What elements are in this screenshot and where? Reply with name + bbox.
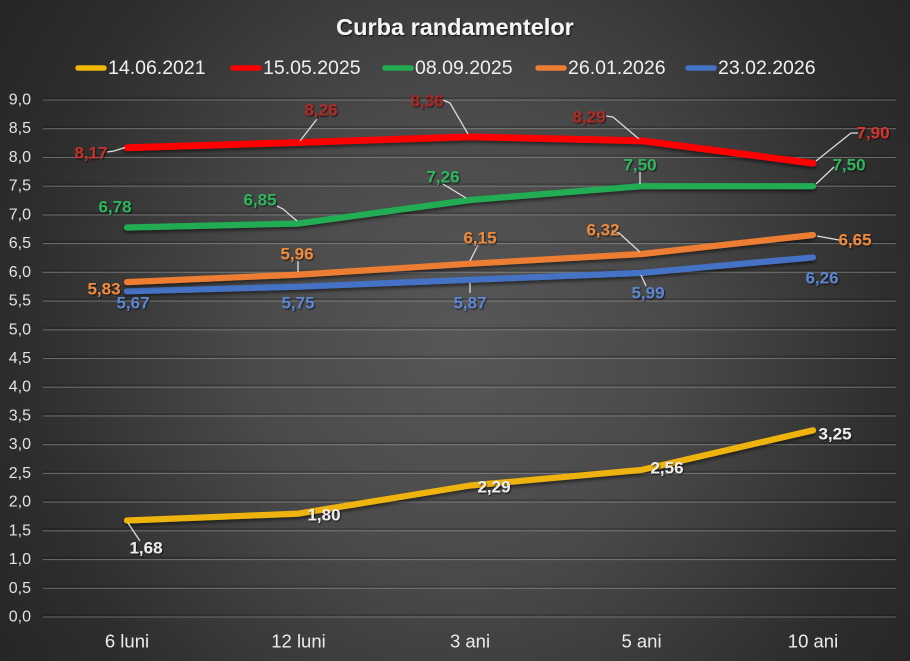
svg-text:5,67: 5,67 xyxy=(116,294,149,313)
svg-text:2,56: 2,56 xyxy=(650,459,683,478)
svg-text:7,26: 7,26 xyxy=(426,168,459,187)
svg-text:8,36: 8,36 xyxy=(410,92,443,111)
svg-text:1,0: 1,0 xyxy=(9,551,31,568)
svg-text:0,5: 0,5 xyxy=(9,580,31,597)
svg-text:8,0: 8,0 xyxy=(9,149,31,166)
svg-text:5,87: 5,87 xyxy=(453,294,486,313)
svg-text:2,5: 2,5 xyxy=(9,465,31,482)
svg-text:7,50: 7,50 xyxy=(832,156,865,175)
svg-text:6,65: 6,65 xyxy=(838,231,871,250)
svg-text:23.02.2026: 23.02.2026 xyxy=(718,57,816,79)
svg-text:7,50: 7,50 xyxy=(623,156,656,175)
svg-text:7,90: 7,90 xyxy=(856,124,889,143)
svg-text:5,96: 5,96 xyxy=(280,245,313,264)
svg-text:5,0: 5,0 xyxy=(9,321,31,338)
svg-text:5,75: 5,75 xyxy=(281,294,314,313)
svg-text:8,5: 8,5 xyxy=(9,120,31,137)
svg-text:5,83: 5,83 xyxy=(87,280,120,299)
svg-text:3,25: 3,25 xyxy=(818,425,851,444)
svg-text:3,0: 3,0 xyxy=(9,436,31,453)
svg-text:14.06.2021: 14.06.2021 xyxy=(108,57,206,79)
svg-text:6,32: 6,32 xyxy=(586,221,619,240)
svg-text:6,78: 6,78 xyxy=(98,198,131,217)
svg-text:08.09.2025: 08.09.2025 xyxy=(415,57,513,79)
svg-text:10 ani: 10 ani xyxy=(788,631,838,652)
svg-text:9,0: 9,0 xyxy=(9,92,31,109)
svg-text:3 ani: 3 ani xyxy=(450,631,490,652)
svg-text:6,85: 6,85 xyxy=(243,191,276,210)
svg-text:2,29: 2,29 xyxy=(477,478,510,497)
svg-text:6,0: 6,0 xyxy=(9,264,31,281)
svg-text:5,99: 5,99 xyxy=(631,284,664,303)
svg-text:1,68: 1,68 xyxy=(129,539,162,558)
svg-text:3,5: 3,5 xyxy=(9,407,31,424)
svg-text:15.05.2025: 15.05.2025 xyxy=(263,57,361,79)
svg-text:6,5: 6,5 xyxy=(9,235,31,252)
svg-text:6,15: 6,15 xyxy=(463,229,496,248)
svg-text:4,5: 4,5 xyxy=(9,350,31,367)
svg-text:0,0: 0,0 xyxy=(9,609,31,626)
svg-text:Curba randamentelor: Curba randamentelor xyxy=(336,14,574,40)
svg-text:4,0: 4,0 xyxy=(9,379,31,396)
svg-text:6,26: 6,26 xyxy=(805,269,838,288)
svg-text:7,0: 7,0 xyxy=(9,206,31,223)
svg-text:2,0: 2,0 xyxy=(9,494,31,511)
svg-text:12 luni: 12 luni xyxy=(271,631,326,652)
svg-text:1,80: 1,80 xyxy=(307,506,340,525)
svg-text:8,17: 8,17 xyxy=(74,144,107,163)
svg-text:8,29: 8,29 xyxy=(572,108,605,127)
svg-text:6 luni: 6 luni xyxy=(105,631,149,652)
svg-text:8,26: 8,26 xyxy=(304,101,337,120)
svg-text:5,5: 5,5 xyxy=(9,293,31,310)
svg-text:26.01.2026: 26.01.2026 xyxy=(568,57,666,79)
svg-text:5 ani: 5 ani xyxy=(621,631,661,652)
svg-text:1,5: 1,5 xyxy=(9,522,31,539)
svg-text:7,5: 7,5 xyxy=(9,178,31,195)
